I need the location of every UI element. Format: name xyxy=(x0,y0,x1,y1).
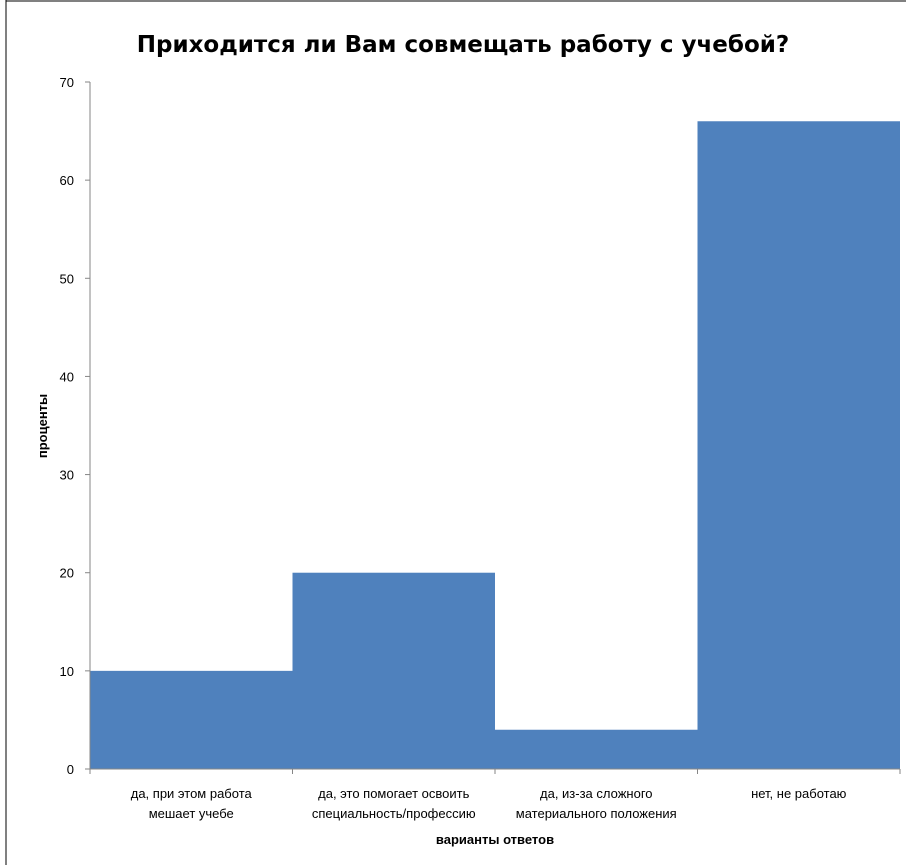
x-tick-label: да, при этом работа xyxy=(131,786,253,801)
y-tick-label: 20 xyxy=(60,566,74,581)
y-axis-title: проценты xyxy=(35,394,50,458)
y-tick-label: 30 xyxy=(60,468,74,483)
y-tick-label: 0 xyxy=(67,762,74,777)
x-tick-label: материального положения xyxy=(516,806,677,821)
y-tick-label: 10 xyxy=(60,664,74,679)
y-tick-label: 60 xyxy=(60,173,74,188)
y-tick-label: 40 xyxy=(60,369,74,384)
x-tick-label: специальность/профессию xyxy=(312,806,476,821)
chart-title: Приходится ли Вам совмещать работу с уче… xyxy=(137,32,789,58)
y-tick-label: 70 xyxy=(60,75,74,90)
bar xyxy=(90,670,293,769)
bar xyxy=(495,729,698,769)
x-tick-label: мешает учебе xyxy=(149,806,234,821)
x-tick-label: да, из-за сложного xyxy=(540,786,653,801)
bar xyxy=(697,121,900,769)
y-tick-label: 50 xyxy=(60,271,74,286)
plot-area: 0 10 20 30 40 50 60 70 да, при этом работа мешает… xyxy=(60,75,901,821)
bar xyxy=(292,572,495,769)
x-axis-title: варианты ответов xyxy=(436,832,554,847)
x-tick-label: нет, не работаю xyxy=(751,786,847,801)
x-tick-label: да, это помогает освоить xyxy=(318,786,469,801)
